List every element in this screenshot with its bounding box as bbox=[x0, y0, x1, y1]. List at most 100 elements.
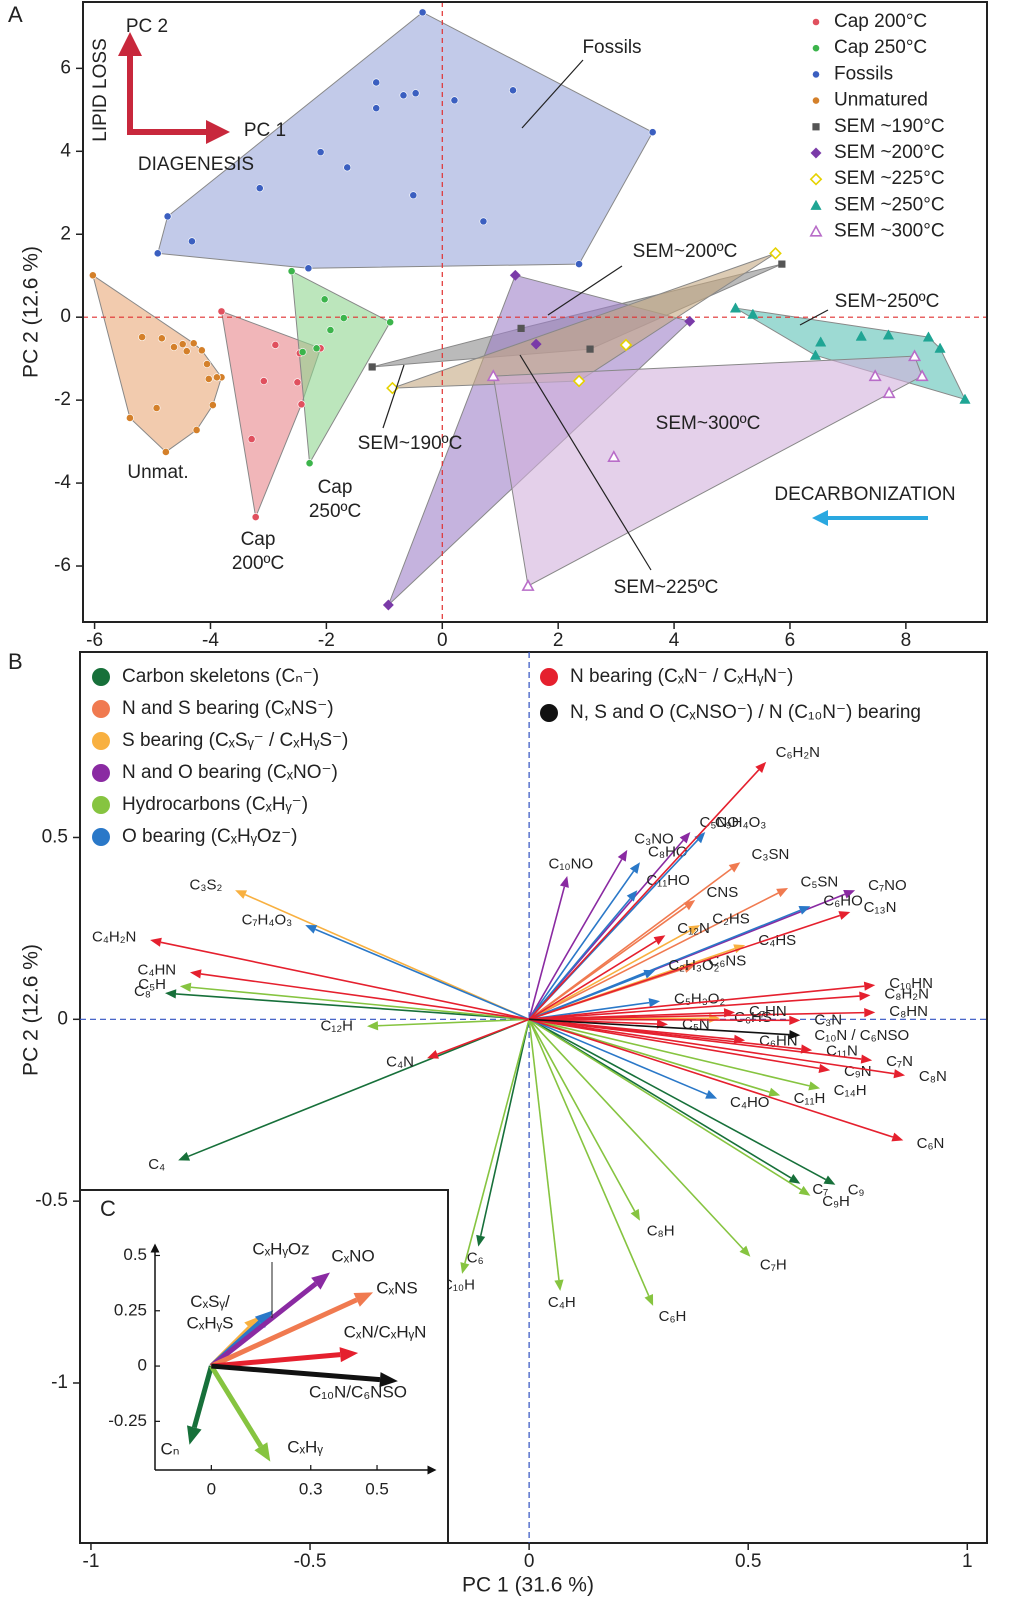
loading-arrow bbox=[209, 1281, 318, 1369]
point bbox=[312, 344, 321, 353]
point bbox=[747, 308, 759, 319]
point bbox=[572, 374, 586, 388]
arrow-label: C₅NO bbox=[699, 814, 738, 831]
loading-arrow bbox=[529, 1018, 790, 1036]
loading-arrow bbox=[209, 1364, 263, 1448]
loading-arrow bbox=[528, 1018, 810, 1087]
arrow-head bbox=[150, 937, 162, 947]
arrow-head bbox=[823, 1175, 836, 1185]
arrow-label: C₆H₂N bbox=[776, 744, 820, 761]
point bbox=[304, 264, 313, 273]
point bbox=[382, 599, 394, 611]
arrow-head bbox=[705, 1090, 718, 1099]
point bbox=[217, 307, 226, 316]
x-tick-label: 0 bbox=[524, 1551, 535, 1572]
point bbox=[203, 360, 211, 368]
arrow-label: C₃N bbox=[814, 1011, 842, 1028]
loading-arrow bbox=[529, 1018, 790, 1022]
point bbox=[868, 369, 882, 382]
y-tick-label: -4 bbox=[54, 472, 71, 493]
y-tick-label: -0.5 bbox=[35, 1190, 68, 1211]
arrow-head bbox=[688, 925, 701, 935]
point bbox=[521, 579, 535, 591]
point bbox=[163, 212, 172, 221]
arrow-label: C₇HN bbox=[749, 1003, 787, 1020]
arrow-head bbox=[739, 1245, 751, 1257]
point bbox=[815, 336, 827, 347]
panel-letter: C bbox=[100, 1196, 116, 1221]
x-tick-label: -1 bbox=[83, 1551, 100, 1572]
arrow-head bbox=[893, 1069, 906, 1079]
arrow-label: C₄N bbox=[386, 1053, 414, 1070]
point bbox=[212, 373, 221, 382]
arrow-label: C₈HO bbox=[648, 843, 688, 860]
arrow-head bbox=[843, 889, 856, 899]
arrow-head bbox=[189, 969, 202, 979]
point bbox=[188, 237, 196, 246]
point bbox=[189, 339, 198, 348]
legend-label: SEM ~250°C bbox=[834, 194, 945, 215]
point bbox=[409, 191, 418, 200]
point bbox=[152, 404, 161, 412]
point bbox=[297, 400, 306, 409]
legend-marker bbox=[810, 199, 822, 210]
arrow-label: C₆ bbox=[467, 1249, 484, 1266]
loading-arrow bbox=[528, 1018, 744, 1250]
legend-label: SEM ~190°C bbox=[834, 116, 945, 137]
legend-label: N and S bearing (CₓNS⁻) bbox=[122, 698, 334, 719]
arrow-head bbox=[476, 1234, 486, 1247]
point bbox=[809, 349, 822, 360]
x-tick-label: 0 bbox=[437, 630, 448, 651]
legend-marker bbox=[540, 668, 558, 686]
arrow-head bbox=[723, 1008, 736, 1018]
loading-arrow bbox=[528, 769, 760, 1020]
arrow-head bbox=[838, 911, 851, 920]
loading-arrow bbox=[528, 858, 623, 1020]
point bbox=[586, 345, 594, 353]
legend-label: SEM ~225°C bbox=[834, 168, 945, 189]
arrow-label: C₇NO bbox=[868, 877, 907, 894]
plot-frame bbox=[82, 1, 988, 623]
legend-label: S bearing (CₓSᵧ⁻ / CₓHᵧS⁻) bbox=[122, 730, 348, 751]
point bbox=[509, 269, 521, 281]
arrow-head bbox=[179, 982, 192, 992]
loading-arrow bbox=[529, 1018, 862, 1060]
legend-marker bbox=[812, 44, 820, 53]
point bbox=[399, 91, 408, 100]
point bbox=[326, 326, 335, 334]
arrow-head bbox=[186, 1425, 202, 1445]
group-area bbox=[291, 270, 391, 465]
legend-label: Cap 250°C bbox=[834, 37, 927, 58]
loading-arrow bbox=[315, 928, 530, 1021]
arrow-label: C₂HS bbox=[712, 910, 750, 927]
point bbox=[126, 414, 134, 422]
x-tick-label: 0.5 bbox=[365, 1479, 389, 1498]
arrow-label: C₇ bbox=[812, 1181, 828, 1198]
point bbox=[157, 334, 166, 343]
loading-arrow bbox=[211, 1352, 341, 1369]
arrow-label: C₁₂H bbox=[320, 1018, 353, 1035]
loading-arrow bbox=[528, 1018, 650, 1297]
arrow-head bbox=[860, 1054, 873, 1064]
arrow-head bbox=[891, 1132, 904, 1142]
arrow-head bbox=[626, 890, 638, 902]
arrow-label: C₉H₄O₃ bbox=[715, 814, 767, 831]
arrow-label: C₈H₂N bbox=[884, 985, 929, 1002]
point bbox=[204, 375, 213, 383]
arrow-label: C₈N bbox=[919, 1068, 947, 1085]
annotation: SEM~225ºC bbox=[614, 577, 719, 598]
arrow-label: C₄HS bbox=[758, 932, 796, 949]
legend-label: Cap 200°C bbox=[834, 11, 927, 32]
arrow-label: DIAGENESIS bbox=[138, 154, 254, 175]
point bbox=[450, 96, 459, 105]
point bbox=[153, 249, 162, 258]
arrow-label: PC 2 bbox=[126, 16, 168, 37]
arrow-label: C₃NO bbox=[634, 830, 673, 847]
arrow-head bbox=[800, 1044, 813, 1054]
loading-arrow bbox=[529, 1011, 725, 1021]
arrow-label: CₓHᵧ bbox=[287, 1437, 323, 1456]
legend-marker bbox=[92, 764, 110, 782]
loading-arrow bbox=[528, 929, 691, 1021]
y-tick-label: -1 bbox=[51, 1372, 68, 1393]
